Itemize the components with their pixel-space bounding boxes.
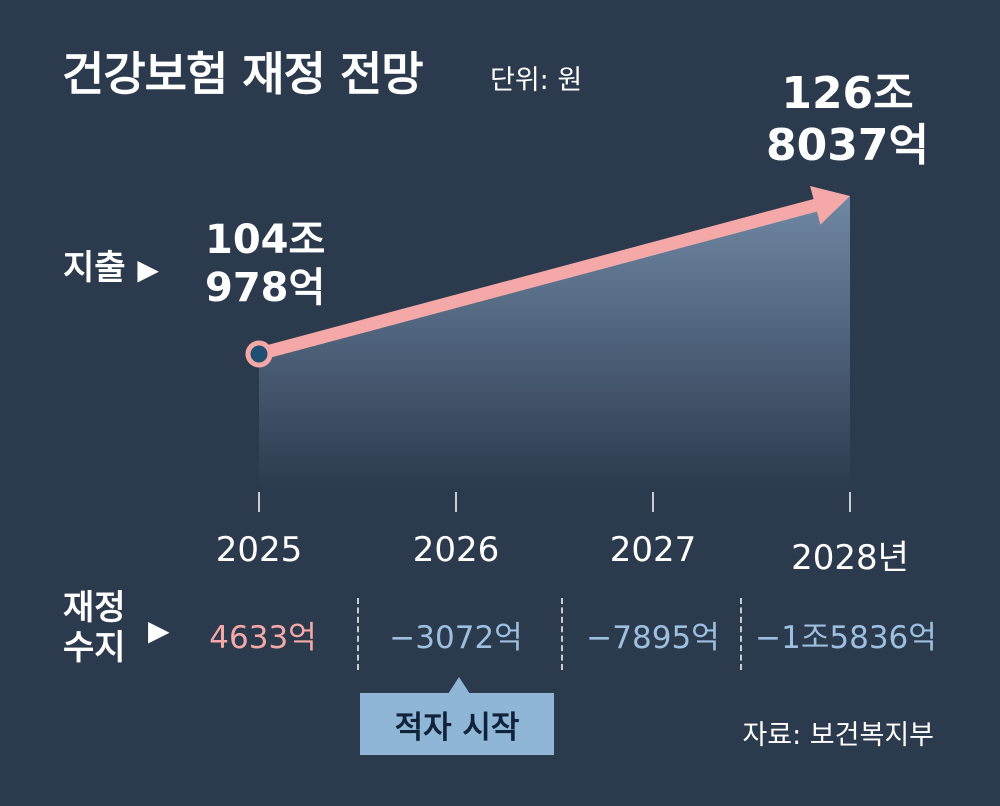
x-tick-label-2026: 2026 xyxy=(412,530,500,570)
start-value-line2: 978억 xyxy=(205,265,326,311)
start-value-label: 104조 978억 xyxy=(205,216,325,312)
spending-label: 지출 ▶ xyxy=(63,248,159,290)
balance-value-2026: −3072억 xyxy=(389,620,523,656)
spending-trend-line xyxy=(252,197,826,361)
source-note: 자료: 보건복지부 xyxy=(742,720,934,751)
deficit-callout-pointer xyxy=(448,677,470,694)
start-value-line1: 104조 xyxy=(205,217,326,263)
balance-value-2027: −7895억 xyxy=(586,620,720,656)
balance-value-2028: −1조5836억 xyxy=(755,620,937,656)
spending-label-text: 지출 xyxy=(63,248,126,288)
x-axis-ticks xyxy=(258,492,851,512)
end-value-line1: 126조 xyxy=(781,68,914,119)
start-point-marker xyxy=(245,340,273,368)
x-tick-label-2028: 2028년 xyxy=(791,538,909,578)
balance-label: 재정 수지 xyxy=(63,588,126,668)
balance-separator-1 xyxy=(357,598,359,670)
chart-title: 건강보험 재정 전망 xyxy=(62,47,424,101)
spending-area xyxy=(259,196,850,490)
x-tick-label-2027: 2027 xyxy=(609,530,697,570)
end-value-label: 126조 8037억 xyxy=(760,68,935,172)
balance-label-line2: 수지 xyxy=(63,628,126,668)
deficit-start-callout: 적자 시작 xyxy=(360,693,554,755)
balance-separator-3 xyxy=(740,598,742,670)
unit-label: 단위: 원 xyxy=(490,65,583,96)
end-value-line2: 8037억 xyxy=(766,120,929,171)
spending-pointer-icon: ▶ xyxy=(137,253,159,286)
x-tick-label-2025: 2025 xyxy=(215,530,303,570)
balance-separator-2 xyxy=(561,598,563,670)
balance-label-line1: 재정 xyxy=(63,588,126,628)
balance-pointer-icon: ▶ xyxy=(148,614,170,647)
balance-value-2025: 4633억 xyxy=(209,620,317,656)
spending-arrowhead xyxy=(810,185,850,225)
